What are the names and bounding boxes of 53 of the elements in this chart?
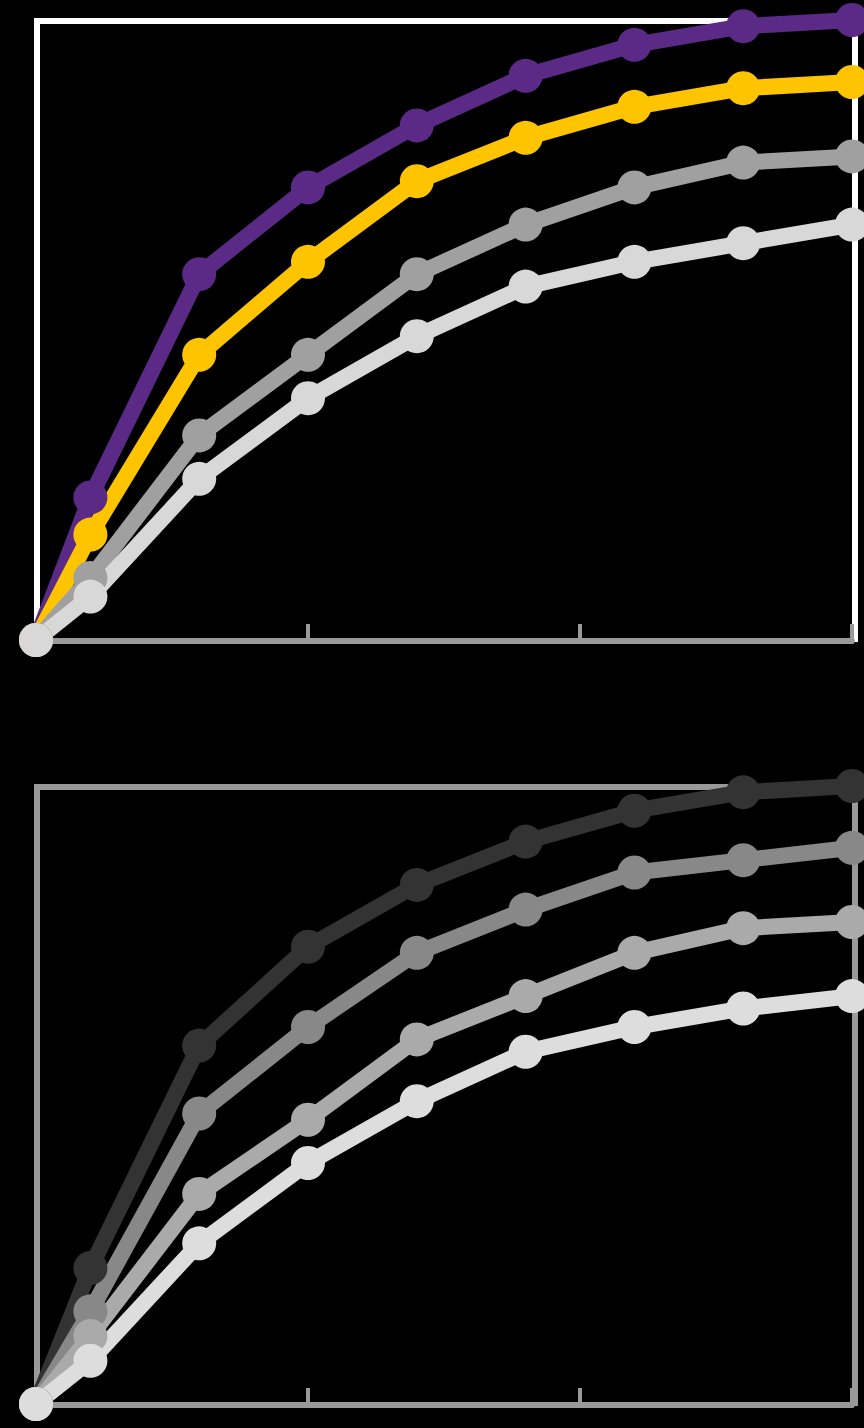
point xyxy=(182,337,217,372)
point xyxy=(291,170,325,205)
point xyxy=(291,337,325,372)
point xyxy=(508,269,543,304)
point xyxy=(291,1145,325,1180)
point xyxy=(291,1102,325,1137)
point xyxy=(73,480,108,515)
point xyxy=(182,1176,217,1211)
point xyxy=(399,1022,434,1057)
point xyxy=(726,843,761,878)
point xyxy=(726,775,761,810)
point xyxy=(617,27,652,62)
point xyxy=(726,226,761,261)
point xyxy=(726,991,761,1026)
point xyxy=(399,164,434,199)
point xyxy=(508,207,543,242)
point xyxy=(508,120,543,155)
point xyxy=(291,929,325,964)
point xyxy=(617,170,652,205)
point xyxy=(726,145,761,180)
point xyxy=(508,979,543,1014)
point xyxy=(73,1343,108,1378)
point xyxy=(617,244,652,279)
point xyxy=(182,461,217,496)
point xyxy=(726,911,761,946)
point xyxy=(508,58,543,93)
point xyxy=(617,935,652,970)
point xyxy=(399,935,434,970)
point xyxy=(73,517,108,552)
point xyxy=(399,257,434,292)
point xyxy=(182,418,217,453)
point xyxy=(399,319,434,354)
point xyxy=(617,855,652,890)
point xyxy=(617,1010,652,1045)
point xyxy=(508,1034,543,1069)
point xyxy=(726,71,761,106)
point xyxy=(291,381,325,416)
point xyxy=(399,108,434,143)
point xyxy=(182,1226,217,1261)
point xyxy=(291,244,325,279)
point xyxy=(182,1096,217,1131)
point xyxy=(508,824,543,859)
point xyxy=(291,1010,325,1045)
point xyxy=(399,867,434,902)
point xyxy=(182,257,217,292)
point xyxy=(182,1028,217,1063)
point xyxy=(617,793,652,828)
point xyxy=(508,892,543,927)
point xyxy=(726,9,761,44)
point xyxy=(73,1251,108,1286)
point xyxy=(399,1084,434,1119)
point xyxy=(73,579,108,614)
point xyxy=(617,89,652,124)
